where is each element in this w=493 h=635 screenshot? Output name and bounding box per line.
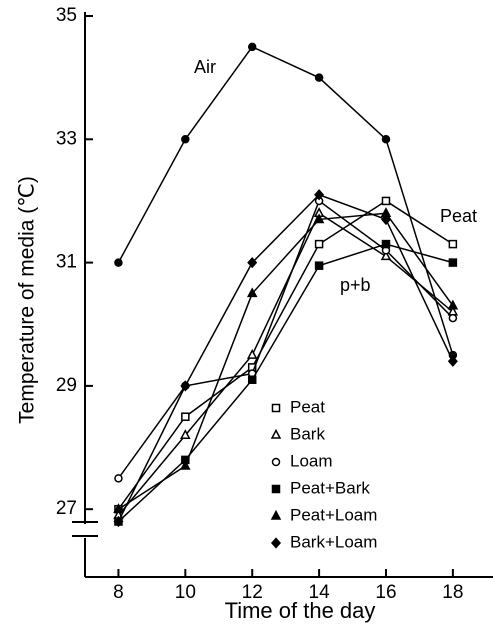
- marker: [246, 287, 258, 298]
- marker: [180, 429, 191, 439]
- y-axis-label: Temperature of media (℃): [16, 176, 39, 424]
- annotation: Peat: [440, 206, 477, 226]
- legend-label: Peat+Loam: [290, 505, 377, 524]
- legend-marker: [270, 428, 282, 439]
- legend-label: Peat+Bark: [290, 478, 370, 497]
- annotation: p+b: [340, 275, 371, 295]
- series-line: [117, 199, 454, 479]
- marker: [114, 258, 123, 267]
- marker: [314, 239, 324, 249]
- y-tick-label: 33: [56, 128, 77, 149]
- marker: [447, 299, 459, 310]
- legend-marker: [270, 509, 282, 520]
- marker: [114, 474, 123, 483]
- legend-label: Bark+Loam: [290, 532, 377, 551]
- marker: [247, 375, 257, 384]
- marker: [314, 261, 324, 270]
- x-tick-label: 8: [113, 582, 124, 603]
- marker: [180, 380, 191, 392]
- marker: [380, 213, 391, 226]
- series-line: [117, 200, 454, 510]
- marker: [180, 459, 191, 470]
- y-tick-label: 31: [56, 252, 77, 273]
- x-axis-label: Time of the day: [225, 598, 376, 623]
- marker: [448, 258, 458, 267]
- y-tick-label: 29: [56, 375, 77, 396]
- legend-label: Bark: [290, 424, 325, 443]
- y-tick-label: 35: [56, 5, 77, 26]
- marker: [448, 313, 458, 323]
- legend-marker: [271, 457, 281, 467]
- x-tick-label: 14: [309, 582, 331, 603]
- marker: [313, 213, 325, 224]
- series-line: [117, 193, 454, 522]
- legend-marker: [270, 537, 282, 549]
- marker: [314, 189, 325, 201]
- legend-marker: [271, 484, 281, 494]
- marker: [380, 250, 392, 261]
- x-tick-label: 16: [375, 582, 396, 603]
- annotation: Air: [194, 57, 216, 77]
- marker: [181, 135, 190, 144]
- legend-label: Peat: [290, 397, 325, 416]
- y-tick-label: 27: [56, 498, 77, 519]
- marker: [381, 196, 391, 206]
- x-tick-label: 12: [242, 582, 263, 603]
- marker: [113, 503, 124, 513]
- legend-marker: [271, 403, 281, 413]
- marker: [448, 239, 458, 249]
- series-line: [117, 45, 454, 356]
- marker: [247, 42, 257, 52]
- marker: [447, 355, 458, 367]
- legend-label: Loam: [290, 451, 333, 470]
- marker: [246, 348, 258, 359]
- marker: [113, 515, 124, 528]
- marker: [314, 73, 324, 82]
- x-tick-label: 18: [442, 582, 463, 603]
- marker: [381, 239, 391, 249]
- marker: [181, 412, 190, 421]
- marker: [381, 135, 391, 144]
- x-tick-label: 10: [175, 582, 196, 603]
- marker: [247, 256, 258, 269]
- series-line: [117, 212, 454, 516]
- series-line: [117, 243, 454, 523]
- series-line: [118, 212, 454, 510]
